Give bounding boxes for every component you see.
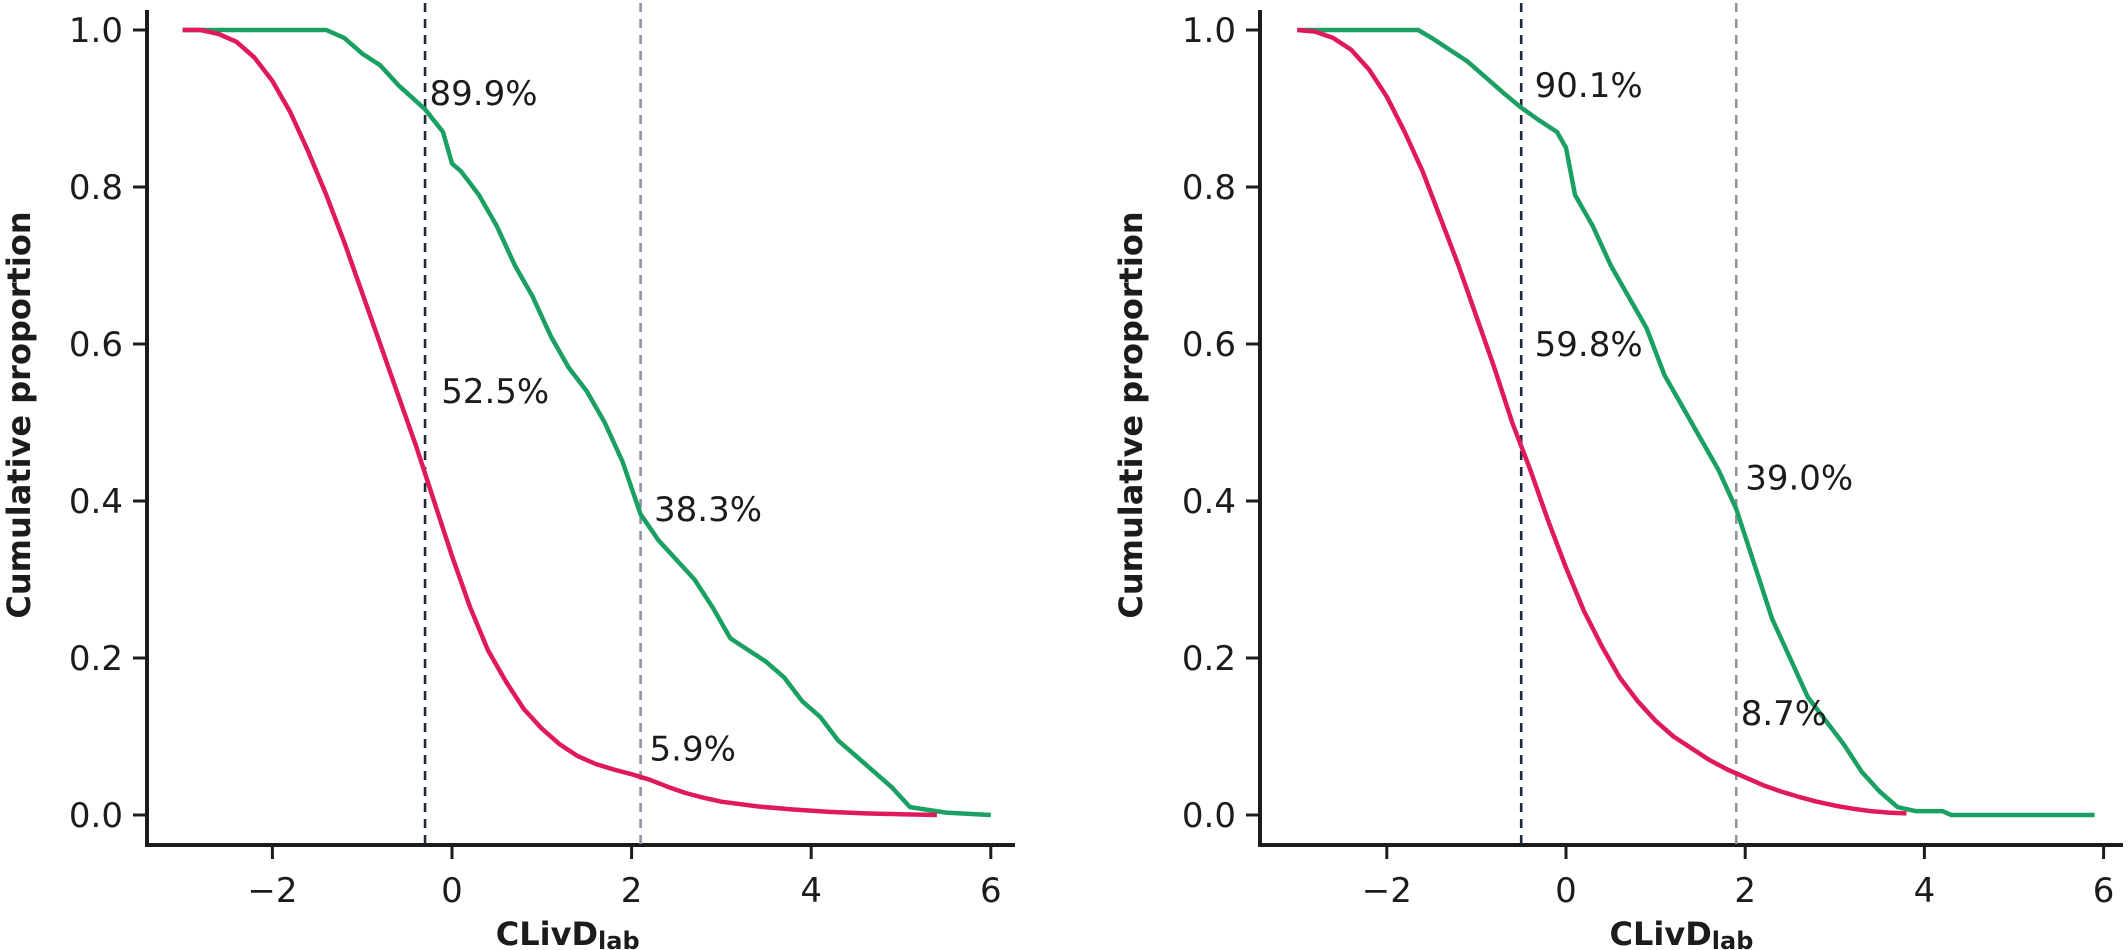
y-tick-label: 0.4	[1182, 482, 1236, 522]
y-tick-label: 0.0	[69, 796, 123, 836]
x-tick-label: 6	[2093, 871, 2115, 911]
x-tick-label: 0	[441, 871, 463, 911]
x-tick-label: −2	[1362, 871, 1412, 911]
data-label: 39.0%	[1745, 458, 1853, 498]
series-line-red	[1296, 27, 1907, 816]
chart-panel-1: 0.0 0.2 0.4 0.6 0.8 1.0 −2 0 2 4 6 Cumulative propo…	[0, 3, 1015, 950]
data-label: 59.8%	[1535, 325, 1643, 365]
data-label: 8.7%	[1741, 694, 1827, 734]
x-tick-label: 4	[800, 871, 822, 911]
data-label: 38.3%	[654, 490, 762, 530]
data-label: 52.5%	[441, 372, 549, 412]
data-label: 5.9%	[650, 729, 736, 769]
series-line-red	[182, 27, 937, 818]
y-tick-label: 0.4	[69, 482, 123, 522]
x-axis-label: CLivDlab	[496, 915, 640, 950]
x-tick-label: 0	[1555, 871, 1577, 911]
x-tick-label: 4	[1914, 871, 1936, 911]
y-tick-label: 0.6	[1182, 325, 1236, 365]
data-label: 89.9%	[430, 74, 538, 114]
chart-panel-2: 0.0 0.2 0.4 0.6 0.8 1.0 −2 0 2 4 6 Cumulative propo…	[1112, 3, 2123, 950]
y-tick-label: 1.0	[69, 11, 123, 51]
y-tick-label: 1.0	[1182, 11, 1236, 51]
y-tick-label: 0.2	[69, 639, 123, 679]
y-tick-label: 0.6	[69, 325, 123, 365]
y-tick-label: 0.0	[1182, 796, 1236, 836]
x-tick-label: −2	[247, 871, 297, 911]
y-tick-label: 0.2	[1182, 639, 1236, 679]
y-axis-label: Cumulative proportion	[1112, 211, 1150, 618]
data-label: 90.1%	[1535, 66, 1643, 106]
y-tick-label: 0.8	[69, 168, 123, 208]
series-line-green	[182, 27, 991, 818]
series-line-green	[1297, 27, 2095, 818]
y-axis-label: Cumulative proportion	[0, 211, 38, 618]
x-tick-label: 2	[1734, 871, 1756, 911]
x-axis-label: CLivDlab	[1610, 915, 1754, 950]
x-tick-label: 2	[621, 871, 643, 911]
x-tick-label: 6	[980, 871, 1002, 911]
y-tick-label: 0.8	[1182, 168, 1236, 208]
